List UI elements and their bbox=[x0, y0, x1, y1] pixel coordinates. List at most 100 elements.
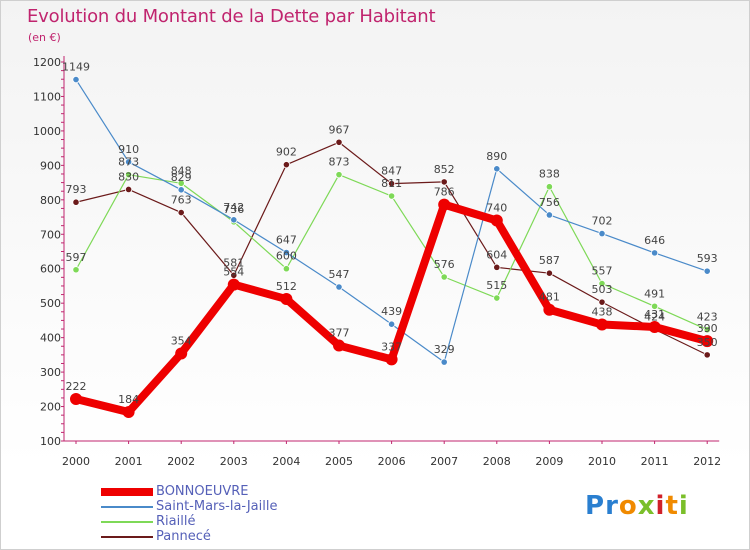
x-tick-label: 2002 bbox=[167, 455, 195, 468]
x-tick-label: 2008 bbox=[483, 455, 511, 468]
data-label-pannec-: 350 bbox=[697, 336, 718, 349]
data-label-pannec-: 847 bbox=[381, 165, 402, 178]
data-point-bonnoeuvre bbox=[543, 303, 556, 316]
data-point-saint-mars-la-jaille bbox=[440, 358, 448, 366]
data-point-bonnoeuvre bbox=[648, 320, 661, 333]
x-tick-label: 2010 bbox=[588, 455, 616, 468]
data-label-riaill-: 576 bbox=[434, 258, 455, 271]
data-point-saint-mars-la-jaille bbox=[230, 216, 238, 224]
y-tick-label: 300 bbox=[40, 366, 61, 379]
data-label-saint-mars-la-jaille: 890 bbox=[486, 150, 507, 163]
data-point-bonnoeuvre bbox=[701, 335, 714, 348]
data-label-bonnoeuvre: 337 bbox=[381, 340, 402, 353]
data-label-saint-mars-la-jaille: 756 bbox=[539, 196, 560, 209]
data-label-riaill-: 557 bbox=[592, 265, 613, 278]
data-label-pannec-: 902 bbox=[276, 146, 297, 159]
legend-label-riaill-: Riaillé bbox=[156, 514, 196, 529]
chart-axes: 100 200 300 400 500 600 700 800 900 1000 1100 1200 2… bbox=[33, 56, 721, 468]
data-point-bonnoeuvre bbox=[438, 198, 451, 211]
y-tick-label: 400 bbox=[40, 332, 61, 345]
data-label-pannec-: 587 bbox=[539, 254, 560, 267]
data-point-pannec- bbox=[230, 271, 238, 279]
data-point-riaill- bbox=[387, 192, 396, 200]
chart-unit: (en €) bbox=[28, 31, 61, 44]
data-label-bonnoeuvre: 184 bbox=[118, 393, 139, 406]
y-tick-label: 1100 bbox=[33, 90, 61, 103]
data-label-riaill-: 423 bbox=[697, 311, 718, 324]
data-label-bonnoeuvre: 740 bbox=[486, 201, 507, 214]
legend-label-saint-mars-la-jaille: Saint-Mars-la-Jaille bbox=[156, 499, 278, 514]
data-point-bonnoeuvre bbox=[227, 278, 240, 291]
proxiti-logo: Proxiti bbox=[585, 491, 689, 521]
data-label-bonnoeuvre: 390 bbox=[697, 322, 718, 335]
legend-item-pannec-: Pannecé bbox=[101, 529, 277, 544]
data-point-pannec- bbox=[72, 198, 80, 206]
legend-swatch-pannec- bbox=[101, 535, 153, 538]
x-tick-label: 2005 bbox=[325, 455, 353, 468]
data-label-pannec-: 581 bbox=[223, 256, 244, 269]
x-tick-label: 2003 bbox=[220, 455, 248, 468]
series-line-saint-mars-la-jaille bbox=[75, 78, 708, 363]
data-label-bonnoeuvre: 786 bbox=[434, 186, 455, 199]
legend-swatch-riaill- bbox=[101, 520, 153, 523]
data-point-bonnoeuvre bbox=[333, 339, 345, 352]
data-label-bonnoeuvre: 438 bbox=[592, 306, 613, 319]
data-label-riaill-: 515 bbox=[486, 279, 507, 292]
data-point-pannec- bbox=[282, 161, 290, 169]
data-label-saint-mars-la-jaille: 593 bbox=[697, 252, 718, 265]
data-label-saint-mars-la-jaille: 702 bbox=[592, 215, 613, 228]
data-label-riaill-: 848 bbox=[171, 164, 192, 177]
legend-item-riaill-: Riaillé bbox=[101, 514, 277, 529]
data-label-bonnoeuvre: 377 bbox=[329, 327, 350, 340]
data-label-saint-mars-la-jaille: 547 bbox=[329, 268, 350, 281]
y-tick-label: 600 bbox=[40, 263, 61, 276]
data-point-riaill- bbox=[703, 326, 711, 334]
y-tick-label: 1200 bbox=[33, 56, 61, 69]
data-label-riaill-: 597 bbox=[66, 251, 87, 264]
data-point-saint-mars-la-jaille bbox=[72, 75, 80, 84]
data-label-riaill-: 736 bbox=[223, 203, 244, 216]
data-label-bonnoeuvre: 222 bbox=[66, 380, 87, 393]
legend-item-saint-mars-la-jaille: Saint-Mars-la-Jaille bbox=[101, 499, 277, 514]
data-label-bonnoeuvre: 431 bbox=[644, 308, 665, 321]
x-tick-label: 2006 bbox=[378, 455, 406, 468]
data-label-riaill-: 491 bbox=[644, 287, 665, 300]
data-point-bonnoeuvre bbox=[70, 392, 82, 405]
data-point-bonnoeuvre bbox=[385, 353, 398, 366]
y-tick-label: 1000 bbox=[33, 125, 61, 138]
data-point-riaill- bbox=[72, 266, 80, 274]
data-point-pannec- bbox=[493, 263, 501, 271]
data-label-pannec-: 604 bbox=[486, 248, 507, 261]
x-tick-label: 2004 bbox=[272, 455, 300, 468]
data-point-bonnoeuvre bbox=[280, 293, 293, 306]
y-tick-label: 200 bbox=[40, 401, 61, 414]
data-point-saint-mars-la-jaille bbox=[282, 248, 290, 257]
data-point-pannec- bbox=[335, 138, 343, 146]
data-point-riaill- bbox=[493, 294, 501, 302]
x-tick-label: 2007 bbox=[430, 455, 458, 468]
data-point-saint-mars-la-jaille bbox=[493, 165, 501, 173]
data-label-riaill-: 838 bbox=[539, 168, 560, 181]
data-label-bonnoeuvre: 481 bbox=[539, 291, 560, 304]
chart-value-labels: 793 830 763 581 902 967 847 852 604 587 503 424 350 5… bbox=[62, 61, 718, 406]
data-label-pannec-: 967 bbox=[329, 123, 350, 136]
data-point-saint-mars-la-jaille bbox=[598, 229, 606, 238]
data-label-pannec-: 830 bbox=[118, 170, 139, 183]
chart-legend: BONNOEUVRE Saint-Mars-la-Jaille Riaillé Pan… bbox=[101, 484, 277, 544]
data-point-pannec- bbox=[703, 351, 711, 359]
data-label-saint-mars-la-jaille: 742 bbox=[223, 201, 244, 214]
data-label-saint-mars-la-jaille: 646 bbox=[644, 234, 665, 247]
data-point-saint-mars-la-jaille bbox=[125, 158, 133, 166]
data-point-saint-mars-la-jaille bbox=[650, 249, 659, 257]
data-label-pannec-: 852 bbox=[434, 163, 455, 176]
data-point-pannec- bbox=[177, 208, 185, 217]
data-label-saint-mars-la-jaille: 439 bbox=[381, 305, 402, 318]
data-point-pannec- bbox=[440, 178, 448, 186]
data-label-pannec-: 763 bbox=[171, 194, 192, 207]
data-label-saint-mars-la-jaille: 1149 bbox=[62, 61, 90, 74]
data-label-riaill-: 873 bbox=[329, 156, 350, 169]
y-tick-label: 800 bbox=[40, 194, 61, 207]
chart-title: Evolution du Montant de la Dette par Hab… bbox=[27, 6, 436, 27]
y-tick-label: 900 bbox=[40, 159, 61, 172]
